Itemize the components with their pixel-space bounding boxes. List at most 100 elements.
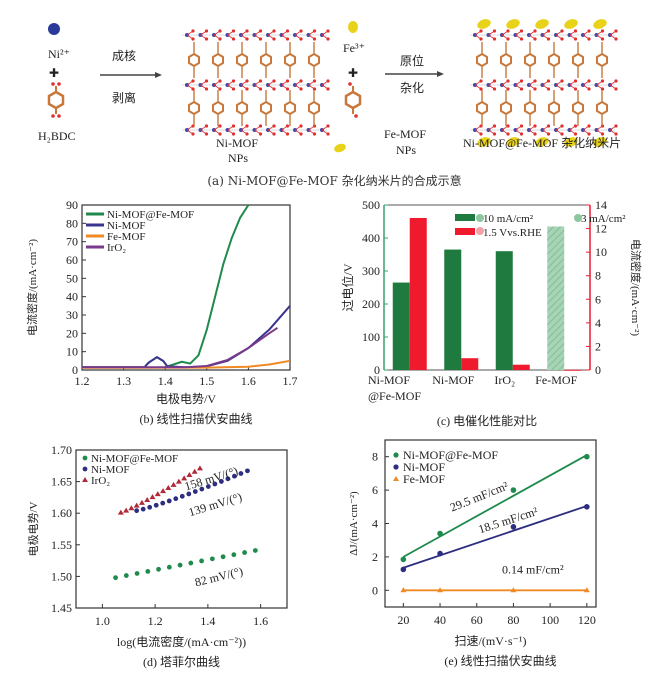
legend-marker-2 [393,476,399,481]
y-right-tick-label: 14 [595,198,607,212]
data-point-2-14 [191,468,198,474]
data-point-1-8 [186,491,192,497]
bond [569,30,576,36]
bond [321,80,329,86]
bond [515,30,522,36]
y-right-tick-label: 0 [595,363,601,377]
legend-marker-0 [82,455,88,461]
benzene-ring [260,100,272,116]
bond [555,84,563,90]
bar-current-1 [461,358,479,370]
y-tick-label: 4 [372,517,378,531]
y-right-tick-label: 8 [595,269,601,283]
bond [528,80,536,86]
bond [596,80,603,86]
hybrid-framework-illustration [470,19,618,147]
bond [281,80,288,86]
benzene-ring [188,52,200,68]
nimof-label-1: Ni-MOF [216,136,258,150]
nimof-label-2: NPs [228,151,248,165]
benzene-ring [572,52,584,68]
bond [308,34,315,40]
bond [254,34,261,40]
legend-label-2: Fe-MOF [107,231,146,243]
x-tick-label: 120 [578,613,596,627]
ni-mof-framework-illustration [182,29,330,136]
arrow-1-head [155,72,162,78]
data-point-1-7 [179,493,185,499]
bond [281,30,288,36]
bar-overpotential-1 [444,249,462,370]
x-axis-label: 电极电势/V [156,392,216,406]
data-point-0-3 [145,568,151,574]
bar-current-0 [409,217,427,370]
category-label: Ni-MOF [368,373,410,387]
benzene-ring [212,52,224,68]
bond [542,34,549,40]
benzene-ring [188,100,200,116]
bond [582,129,590,135]
y-right-tick-label: 2 [595,339,601,353]
y-tick-label: 50 [66,271,78,285]
y-tick-label: 40 [66,290,78,304]
bond [474,80,482,86]
bond [200,80,207,86]
panel-b-lsv-chart: 1.2 1.3 1.4 1.5 1.6 1.7 0 10 20 30 40 50 60 70 80 90 电极电… [0,195,330,435]
fe-cluster [535,137,549,147]
bond [281,129,288,135]
y-right-axis-label: 电流密度/(mA·cm⁻²) [629,239,643,336]
data-point-0-2 [134,571,140,576]
capacitance-annotation-hybrid: 29.5 mF/cm² [448,478,511,514]
data-point-2-5 [144,497,151,503]
benzene-ring [596,100,608,116]
x-tick-label: 1.6 [241,374,256,388]
bond [474,34,482,40]
data-point-2-3 [133,502,140,508]
category-label: Fe-MOF [535,373,577,387]
legend-label-1: Ni-MOF [403,460,445,474]
legend-label-1: Ni-MOF [91,464,130,476]
step2-top-label: 原位 [400,53,424,68]
y-right-tick-label: 12 [595,222,607,236]
bond [308,125,315,131]
data-point-1-12 [212,481,218,487]
data-point-2-12 [181,475,188,481]
x-tick-label: 1.0 [95,614,110,628]
ni-ion-sphere [48,23,60,35]
chart-caption: (d) 塔菲尔曲线 [143,654,220,669]
data-point-0-6 [177,562,183,568]
benzene-ring [500,100,512,116]
bond [555,125,563,131]
fe-cluster [477,19,491,29]
data-point-2-8 [160,488,167,494]
bond [213,34,221,40]
benzene-ring [548,52,560,68]
data-point-0-4 [156,566,161,572]
data-point-1-3 [584,504,590,510]
bond [542,84,549,90]
slope-annotation-hybrid: 82 mV/(°) [193,564,244,589]
bond [200,34,207,40]
x-tick-label: 1.6 [253,614,268,628]
data-point-2-4 [138,499,145,505]
bond [267,84,275,90]
bond [267,80,275,86]
y-axis-label: 电流密度/(mA·cm⁻²) [25,239,39,336]
bond [186,125,194,131]
bond [254,80,261,86]
data-point-1-4 [160,500,166,506]
series-line-3 [82,326,279,369]
y-right-tick-label: 4 [595,316,601,330]
benzene-ring [236,100,248,116]
panel-d-tafel-chart: 1.0 1.2 1.4 1.6 1.45 1.50 1.55 1.60 1.65 1.70 log(… [0,435,330,671]
data-point-0-3 [584,453,590,460]
bond [254,129,261,135]
y-tick-label: 300 [362,264,380,278]
data-point-1-11 [205,484,211,489]
chart-caption: (e) 线性扫描伏安曲线 [444,653,556,668]
legend-label-0: Ni-MOF@Fe-MOF [91,453,178,465]
bond [609,34,617,40]
bond [569,34,576,40]
bond [582,34,590,40]
data-point-0-5 [166,564,172,570]
